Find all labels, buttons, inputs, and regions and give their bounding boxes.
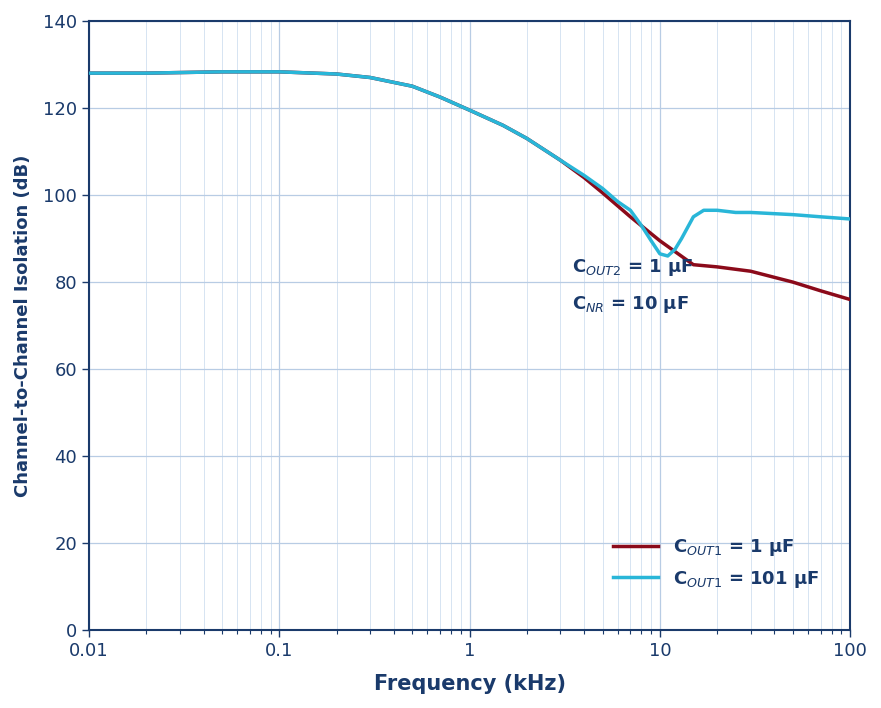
Legend: C$_{OUT1}$ = 1 μF, C$_{OUT1}$ = 101 μF: C$_{OUT1}$ = 1 μF, C$_{OUT1}$ = 101 μF bbox=[606, 530, 825, 597]
C$_{OUT1}$ = 101 μF bbox=[407, 82, 418, 91]
C$_{OUT1}$ = 101 μF bbox=[274, 67, 285, 76]
C$_{OUT1}$ = 101 μF bbox=[655, 249, 665, 258]
C$_{OUT1}$ = 101 μF bbox=[522, 135, 532, 143]
Y-axis label: Channel-to-Channel Isolation (dB): Channel-to-Channel Isolation (dB) bbox=[14, 154, 32, 497]
C$_{OUT1}$ = 101 μF bbox=[365, 73, 375, 81]
C$_{OUT1}$ = 101 μF bbox=[626, 206, 636, 215]
Line: C$_{OUT1}$ = 101 μF: C$_{OUT1}$ = 101 μF bbox=[89, 72, 850, 256]
C$_{OUT1}$ = 1 μF bbox=[688, 261, 699, 269]
C$_{OUT1}$ = 101 μF bbox=[597, 184, 608, 193]
C$_{OUT1}$ = 101 μF bbox=[699, 206, 709, 215]
Line: C$_{OUT1}$ = 1 μF: C$_{OUT1}$ = 1 μF bbox=[89, 72, 850, 299]
C$_{OUT1}$ = 1 μF bbox=[365, 73, 375, 81]
C$_{OUT1}$ = 1 μF bbox=[331, 70, 342, 79]
C$_{OUT1}$ = 1 μF bbox=[435, 93, 446, 101]
Text: C$_{NR}$ = 10 μF: C$_{NR}$ = 10 μF bbox=[573, 294, 689, 315]
C$_{OUT1}$ = 1 μF bbox=[555, 156, 566, 164]
C$_{OUT1}$ = 101 μF bbox=[612, 198, 623, 206]
C$_{OUT1}$ = 101 μF bbox=[663, 252, 673, 261]
C$_{OUT1}$ = 1 μF bbox=[788, 278, 798, 286]
C$_{OUT1}$ = 1 μF bbox=[712, 263, 722, 271]
C$_{OUT1}$ = 1 μF bbox=[745, 267, 756, 275]
C$_{OUT1}$ = 1 μF bbox=[655, 236, 665, 245]
C$_{OUT1}$ = 101 μF bbox=[788, 210, 798, 219]
C$_{OUT1}$ = 1 μF bbox=[522, 135, 532, 143]
C$_{OUT1}$ = 101 μF bbox=[816, 212, 826, 221]
C$_{OUT1}$ = 101 μF bbox=[745, 208, 756, 217]
C$_{OUT1}$ = 1 μF bbox=[141, 69, 152, 77]
C$_{OUT1}$ = 101 μF bbox=[435, 93, 446, 101]
C$_{OUT1}$ = 1 μF bbox=[407, 82, 418, 91]
Text: C$_{OUT2}$ = 1 μF: C$_{OUT2}$ = 1 μF bbox=[573, 257, 693, 278]
C$_{OUT1}$ = 101 μF bbox=[498, 121, 508, 130]
C$_{OUT1}$ = 101 μF bbox=[688, 212, 699, 221]
C$_{OUT1}$ = 1 μF bbox=[464, 106, 475, 115]
C$_{OUT1}$ = 1 μF bbox=[845, 295, 855, 304]
C$_{OUT1}$ = 101 μF bbox=[217, 67, 227, 76]
C$_{OUT1}$ = 101 μF bbox=[555, 156, 566, 164]
C$_{OUT1}$ = 1 μF bbox=[84, 69, 94, 77]
C$_{OUT1}$ = 1 μF bbox=[626, 212, 636, 221]
C$_{OUT1}$ = 101 μF bbox=[845, 215, 855, 223]
C$_{OUT1}$ = 1 μF bbox=[217, 67, 227, 76]
C$_{OUT1}$ = 1 μF bbox=[597, 188, 608, 197]
X-axis label: Frequency (kHz): Frequency (kHz) bbox=[374, 674, 566, 694]
C$_{OUT1}$ = 101 μF bbox=[730, 208, 741, 217]
C$_{OUT1}$ = 1 μF bbox=[579, 173, 589, 182]
C$_{OUT1}$ = 101 μF bbox=[646, 236, 656, 245]
C$_{OUT1}$ = 101 μF bbox=[636, 222, 647, 230]
C$_{OUT1}$ = 101 μF bbox=[464, 106, 475, 115]
C$_{OUT1}$ = 101 μF bbox=[141, 69, 152, 77]
C$_{OUT1}$ = 101 μF bbox=[579, 171, 589, 180]
C$_{OUT1}$ = 1 μF bbox=[274, 67, 285, 76]
C$_{OUT1}$ = 101 μF bbox=[712, 206, 722, 215]
C$_{OUT1}$ = 101 μF bbox=[331, 70, 342, 79]
C$_{OUT1}$ = 101 μF bbox=[84, 69, 94, 77]
C$_{OUT1}$ = 101 μF bbox=[670, 245, 680, 253]
C$_{OUT1}$ = 1 μF bbox=[498, 121, 508, 130]
C$_{OUT1}$ = 1 μF bbox=[816, 287, 826, 295]
C$_{OUT1}$ = 101 μF bbox=[677, 234, 687, 243]
